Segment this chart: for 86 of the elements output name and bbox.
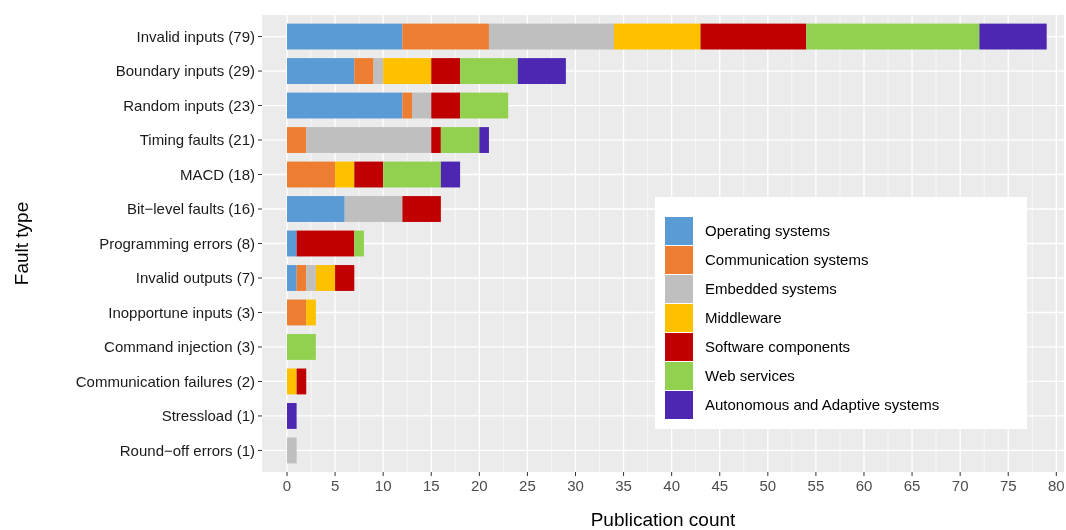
x-tick-label: 15 — [422, 477, 440, 494]
y-tick-label: Boundary inputs (29) — [115, 62, 255, 80]
bar — [287, 334, 316, 360]
y-tick-label: Invalid inputs (79) — [136, 27, 255, 45]
x-tick-label: 40 — [663, 477, 680, 494]
bar — [440, 127, 480, 153]
bar — [287, 196, 345, 222]
bar — [412, 92, 432, 119]
legend-label: Software components — [705, 338, 851, 356]
bar — [402, 196, 441, 222]
x-tick-label: 55 — [807, 477, 825, 494]
bar — [383, 58, 432, 84]
x-tick-label: 60 — [855, 477, 873, 494]
bar — [402, 92, 413, 119]
x-tick-label: 65 — [903, 477, 921, 494]
legend-label: Middleware — [705, 309, 782, 327]
x-tick-label: 50 — [759, 477, 777, 494]
bar — [806, 23, 980, 50]
x-tick-label: 0 — [282, 477, 292, 494]
bar — [306, 127, 432, 153]
legend-label: Autonomous and Adaptive systems — [705, 396, 940, 414]
bar — [488, 23, 614, 50]
bar — [460, 92, 509, 119]
y-tick-label: Invalid outputs (7) — [135, 269, 255, 287]
bar — [287, 437, 297, 464]
y-tick-label: Round−off errors (1) — [119, 441, 255, 459]
bar — [287, 23, 403, 50]
bar — [306, 265, 316, 291]
x-tick-label: 45 — [711, 477, 729, 494]
bar — [287, 230, 297, 257]
legend-label: Communication systems — [705, 251, 869, 269]
y-tick-label: Inopportune inputs (3) — [108, 303, 255, 321]
x-axis-title: Publication count — [590, 509, 737, 530]
y-tick-label: Bit−level faults (16) — [127, 200, 255, 218]
legend-label: Web services — [705, 367, 795, 385]
bar — [431, 127, 441, 153]
x-tick-label: 30 — [567, 477, 584, 494]
bar — [979, 23, 1047, 50]
bar — [335, 265, 355, 291]
bar — [287, 265, 297, 291]
bar — [373, 58, 384, 84]
bar — [296, 230, 355, 257]
bar — [287, 368, 297, 395]
bar — [402, 23, 489, 50]
x-tick-label: 5 — [330, 477, 340, 494]
x-tick-label: 10 — [374, 477, 392, 494]
bar — [344, 196, 403, 222]
legend-label: Embedded systems — [705, 280, 837, 298]
x-tick-label: 25 — [519, 477, 536, 494]
y-tick-label: MACD (18) — [179, 165, 255, 183]
bar — [460, 58, 518, 84]
bar — [440, 161, 461, 188]
bar — [335, 161, 355, 188]
bar — [383, 161, 441, 188]
y-tick-label: Stressload (1) — [161, 407, 255, 425]
bar — [287, 161, 336, 188]
bar — [306, 299, 316, 326]
bar — [354, 230, 364, 257]
y-tick-label: Command injection (3) — [104, 338, 255, 356]
x-tick-label: 35 — [615, 477, 632, 494]
y-tick-label: Timing faults (21) — [139, 131, 255, 149]
y-tick-label: Programming errors (8) — [99, 234, 255, 252]
x-tick-label: 80 — [1047, 477, 1065, 494]
y-tick-label: Communication failures (2) — [75, 372, 255, 390]
y-tick-label: Random inputs (23) — [123, 96, 255, 114]
bar — [287, 127, 307, 153]
bar — [287, 92, 403, 119]
bar — [517, 58, 566, 84]
y-axis-title: Fault type — [11, 201, 32, 286]
bar — [296, 265, 307, 291]
legend-label: Operating systems — [705, 222, 831, 240]
bar — [315, 265, 336, 291]
bar — [287, 299, 307, 326]
bar — [354, 161, 384, 188]
bar — [287, 403, 297, 429]
bar — [296, 368, 307, 395]
bar — [479, 127, 489, 153]
x-tick-label: 70 — [951, 477, 969, 494]
bar — [431, 92, 461, 119]
bar — [354, 58, 374, 84]
bar — [613, 23, 701, 50]
bar — [700, 23, 807, 50]
x-tick-label: 20 — [470, 477, 488, 494]
bar — [287, 58, 355, 84]
bar — [431, 58, 461, 84]
x-tick-label: 75 — [999, 477, 1017, 494]
